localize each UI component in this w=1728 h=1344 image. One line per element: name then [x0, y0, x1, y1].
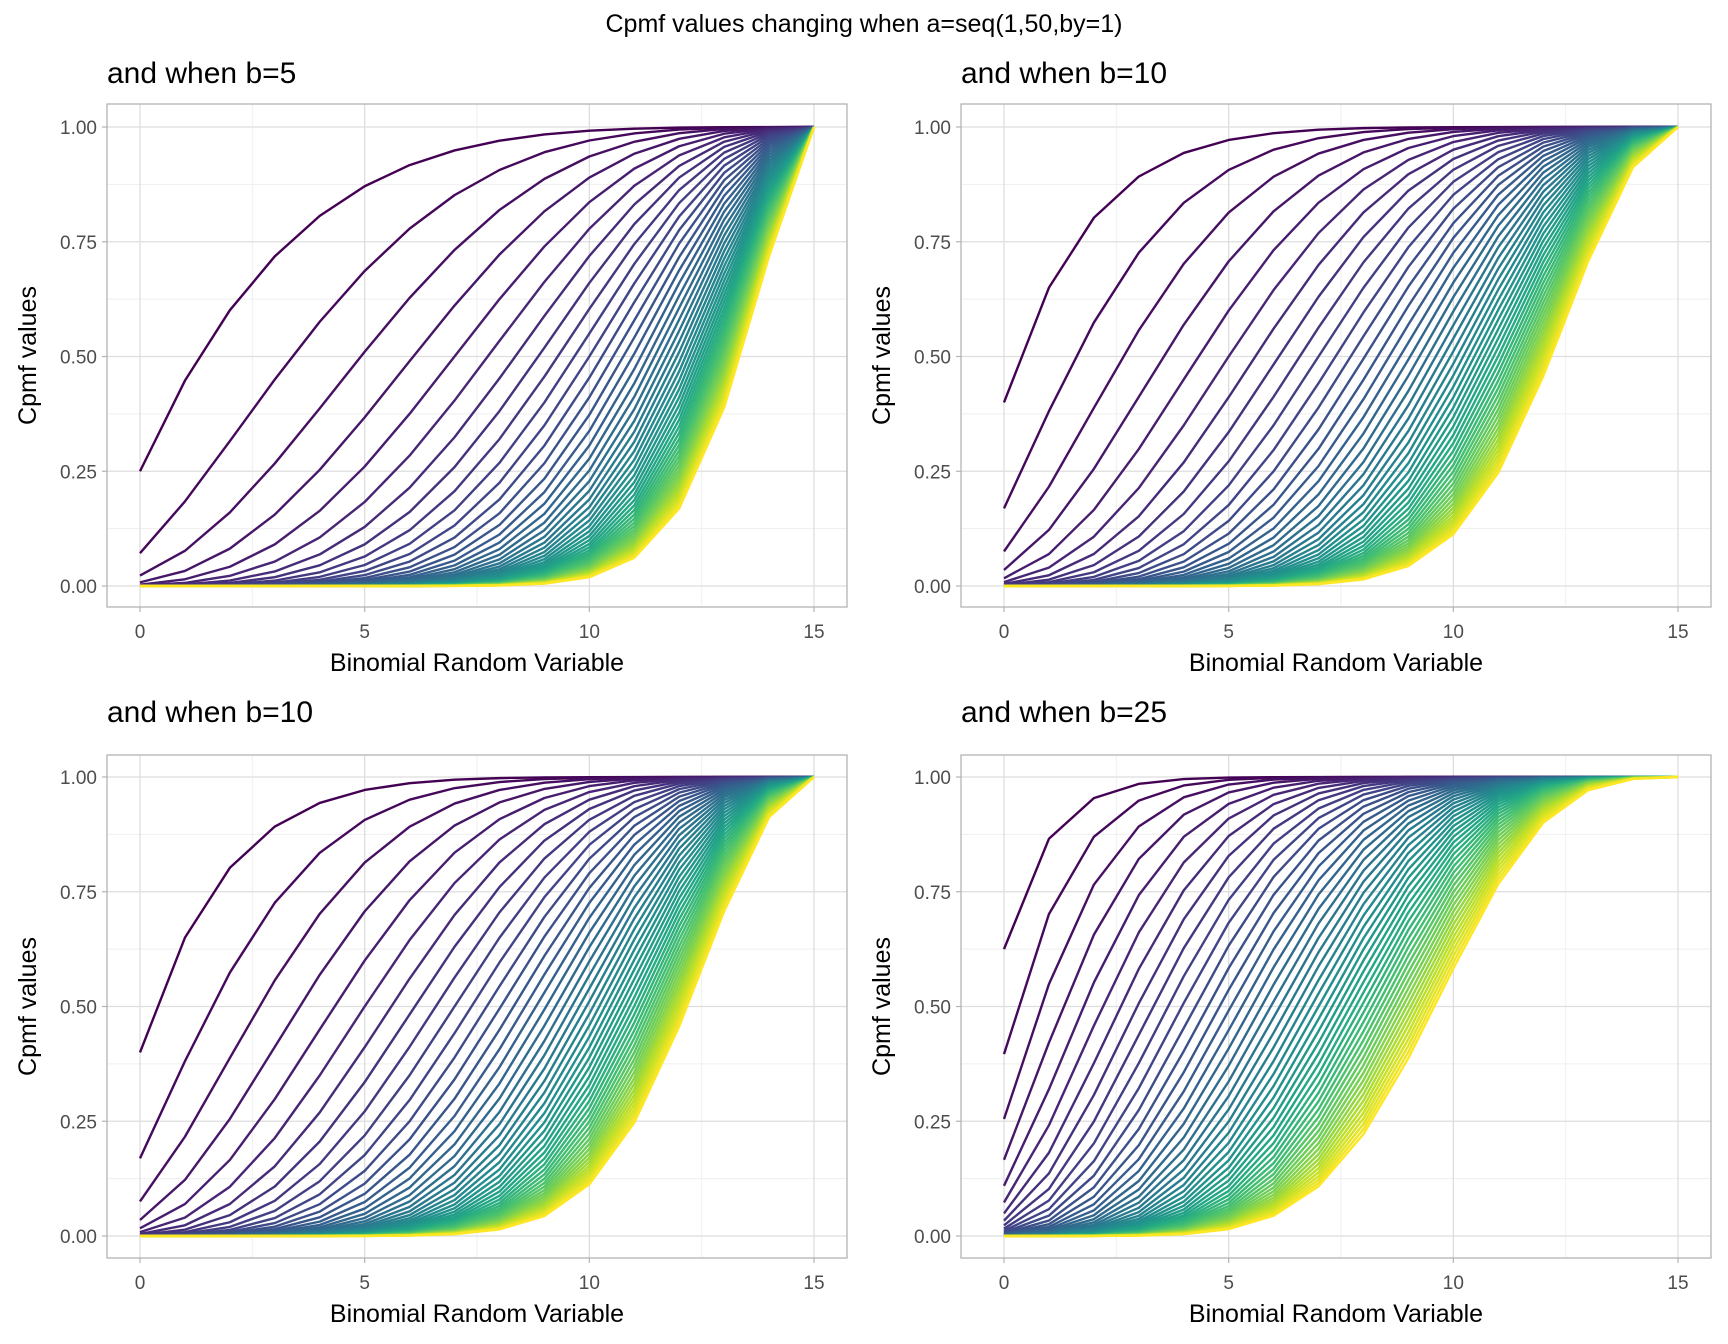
series-line-a50 [140, 776, 815, 1238]
series-line-a7 [139, 125, 815, 587]
panel-title: and when b=10 [107, 696, 313, 729]
x-tick-label: 5 [359, 1273, 370, 1294]
series-line-a6 [139, 125, 815, 587]
panel-title: and when b=5 [107, 57, 296, 90]
series-line-a13 [1003, 125, 1679, 588]
y-tick-label: 0.75 [60, 233, 97, 254]
panel-border [106, 103, 848, 608]
panel-border [106, 754, 848, 1259]
series-line-a11 [1003, 125, 1679, 588]
y-tick-label: 1.00 [914, 118, 951, 139]
series-group [138, 775, 815, 1238]
series-line-a13 [139, 775, 815, 1238]
series-line-a2 [139, 125, 815, 554]
panel-title: and when b=25 [961, 696, 1167, 729]
x-tick-label: 0 [999, 622, 1010, 643]
x-axis-title: Binomial Random Variable [330, 1300, 624, 1328]
series-line-a10 [1003, 125, 1679, 587]
series-line-a4 [139, 125, 815, 584]
y-axis-title: Cpmf values [14, 937, 42, 1076]
main-title: Cpmf values changing when a=seq(1,50,by=… [606, 10, 1123, 38]
series-line-a8 [139, 125, 815, 588]
x-tick-label: 10 [579, 622, 600, 643]
y-tick-label: 0.50 [60, 998, 97, 1019]
x-tick-label: 15 [803, 1273, 824, 1294]
y-tick-label: 0.00 [60, 1227, 97, 1248]
x-tick-label: 0 [135, 1273, 146, 1294]
series-line-a50 [1003, 775, 1679, 1238]
x-axis-title: Binomial Random Variable [330, 649, 624, 677]
series-line-a14 [1003, 125, 1679, 588]
x-axis-title: Binomial Random Variable [1189, 649, 1483, 677]
y-tick-label: 0.25 [914, 462, 951, 483]
y-tick-label: 0.50 [914, 998, 951, 1019]
x-tick-label: 10 [1443, 622, 1464, 643]
y-tick-label: 0.00 [60, 577, 97, 598]
y-tick-label: 0.75 [914, 883, 951, 904]
panel-2: 0 5 10 15 0.00 0.25 0.50 0.75 1.00 and when b=10 B… [868, 57, 1712, 677]
y-axis-title: Cpmf values [868, 286, 896, 425]
x-tick-label: 5 [359, 622, 370, 643]
series-line-a11 [139, 775, 815, 1238]
series-line-a12 [139, 775, 815, 1238]
y-tick-label: 0.25 [60, 462, 97, 483]
panel-4: 0 5 10 15 0.00 0.25 0.50 0.75 1.00 and when b=25 B… [868, 696, 1712, 1328]
series-line-a5 [139, 125, 815, 586]
x-axis-title: Binomial Random Variable [1189, 1300, 1483, 1328]
series-line-a12 [1003, 125, 1679, 588]
series-line-a9 [139, 125, 815, 588]
x-tick-label: 10 [579, 1273, 600, 1294]
panel-1: 0 5 10 15 0.00 0.25 0.50 0.75 1.00 and when b=5 Bi… [14, 57, 848, 677]
y-tick-label: 1.00 [914, 768, 951, 789]
panel-title: and when b=10 [961, 57, 1167, 90]
y-tick-label: 0.50 [60, 348, 97, 369]
series-group [1002, 125, 1679, 588]
x-tick-label: 0 [999, 1273, 1010, 1294]
series-group [138, 125, 816, 588]
y-tick-label: 0.75 [60, 883, 97, 904]
series-line-a3 [139, 125, 815, 577]
series-line-a50 [1004, 126, 1679, 588]
x-tick-label: 15 [803, 622, 824, 643]
series-line-a9 [1003, 125, 1679, 587]
y-tick-label: 0.25 [914, 1112, 951, 1133]
series-line-a9 [139, 775, 815, 1237]
x-tick-label: 0 [135, 622, 146, 643]
y-tick-label: 0.75 [914, 233, 951, 254]
x-tick-label: 5 [1223, 1273, 1234, 1294]
panel-3: 0 5 10 15 0.00 0.25 0.50 0.75 1.00 and when b=10 B… [14, 696, 848, 1328]
x-tick-label: 10 [1443, 1273, 1464, 1294]
y-tick-label: 0.50 [914, 348, 951, 369]
series-line-a10 [139, 775, 815, 1237]
y-tick-label: 0.00 [914, 577, 951, 598]
series-line-a50 [140, 126, 816, 588]
x-tick-label: 15 [1667, 1273, 1688, 1294]
y-tick-label: 1.00 [60, 118, 97, 139]
y-tick-label: 1.00 [60, 768, 97, 789]
series-line-a8 [139, 775, 815, 1237]
panel-border [960, 103, 1712, 608]
x-tick-label: 5 [1223, 622, 1234, 643]
panel-border [960, 754, 1712, 1259]
series-line-a1 [138, 125, 815, 472]
series-line-a8 [1003, 125, 1679, 587]
y-tick-label: 0.00 [914, 1227, 951, 1248]
x-tick-label: 15 [1667, 622, 1688, 643]
y-axis-title: Cpmf values [868, 937, 896, 1076]
series-line-a14 [139, 775, 815, 1238]
series-group [1002, 775, 1679, 1238]
y-tick-label: 0.25 [60, 1112, 97, 1133]
y-axis-title: Cpmf values [14, 286, 42, 425]
